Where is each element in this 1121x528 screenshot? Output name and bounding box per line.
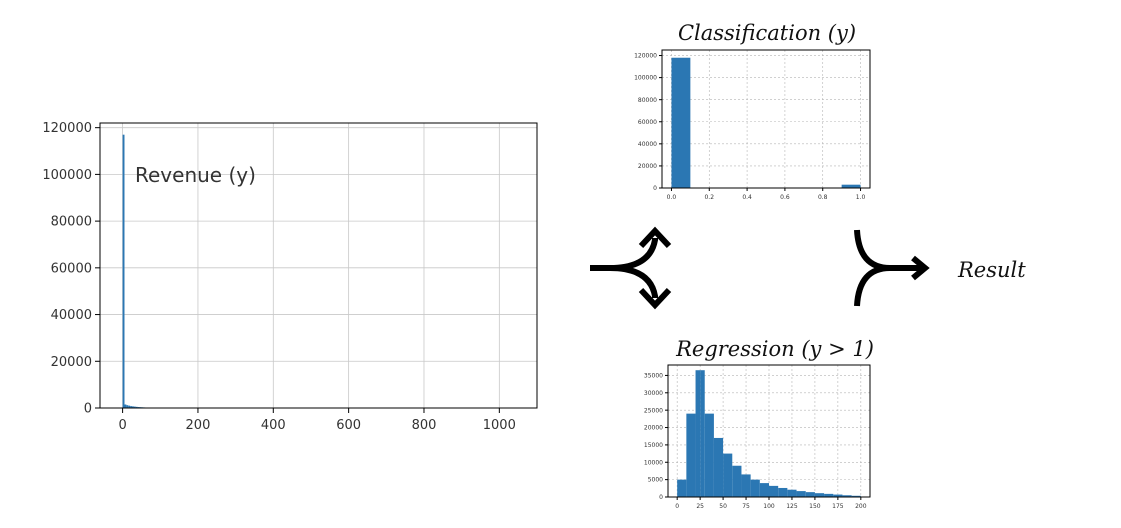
revenue-xtick-label: 800 (412, 418, 437, 433)
revenue-bar (122, 134, 125, 408)
classification-ytick-label: 60000 (638, 119, 657, 126)
regression-ytick-label: 5000 (648, 477, 663, 484)
classification-ytick-label: 40000 (638, 141, 657, 148)
revenue-annotation: Revenue (y) (135, 163, 256, 187)
regression-xtick-label: 150 (809, 503, 821, 510)
regression-bar (741, 474, 751, 497)
regression-bar (700, 370, 705, 497)
revenue-ytick-label: 0 (84, 402, 92, 417)
regression-ytick-label: 30000 (644, 390, 663, 397)
regression-bar (833, 494, 843, 497)
revenue-xtick-label: 200 (186, 418, 211, 433)
regression-bar (796, 491, 806, 497)
regression-ytick-label: 35000 (644, 373, 663, 380)
classification-ytick-label: 0 (653, 185, 657, 192)
revenue-ytick-label: 100000 (42, 168, 92, 183)
revenue-xtick-label: 0 (118, 418, 126, 433)
classification-ytick-label: 20000 (638, 163, 657, 170)
classification-xtick-label: 1.0 (856, 194, 866, 201)
regression-bar (695, 370, 701, 497)
revenue-ytick-label: 40000 (51, 308, 92, 323)
regression-xtick-label: 0 (675, 503, 679, 510)
revenue-bar (130, 406, 133, 408)
regression-bar (713, 437, 724, 497)
revenue-grid (100, 123, 537, 408)
classification-title: Classification (y) (678, 21, 856, 45)
regression-bar (805, 492, 815, 497)
classification-xtick-label: 0.0 (667, 194, 677, 201)
regression-histogram: 0 25 50 75 100 125 150 175 200 0 5000 10000 15000 200… (644, 364, 871, 510)
regression-bar (759, 483, 769, 497)
revenue-bar (126, 405, 129, 408)
revenue-axes-frame (99, 122, 538, 409)
classification-xtick-label: 0.6 (780, 194, 790, 201)
regression-bar (750, 479, 760, 497)
classification-ytick-label: 100000 (634, 75, 657, 82)
revenue-bar (128, 405, 131, 408)
revenue-bar (132, 406, 134, 408)
regression-xtick-label: 175 (832, 503, 844, 510)
revenue-ytick-label: 120000 (42, 121, 92, 136)
regression-bar (677, 479, 687, 497)
regression-bar (778, 487, 788, 497)
classification-bar (671, 57, 691, 189)
regression-ytick-label: 0 (659, 494, 663, 501)
regression-bar (769, 485, 779, 497)
regression-bar (814, 493, 825, 497)
classification-ytick-label: 120000 (634, 53, 657, 60)
regression-ytick-label: 15000 (644, 442, 663, 449)
merge-arrow-icon (854, 229, 930, 307)
revenue-bar (124, 404, 127, 408)
classification-xtick-label: 0.8 (818, 194, 828, 201)
revenue-xtick-label: 400 (261, 418, 286, 433)
regression-bar (851, 495, 861, 497)
regression-xtick-label: 75 (742, 503, 750, 510)
classification-ytick-label: 80000 (638, 97, 657, 104)
classification-xtick-label: 0.4 (742, 194, 752, 201)
regression-bar (732, 465, 742, 497)
regression-bar (787, 489, 797, 497)
regression-bar (842, 495, 852, 497)
revenue-ytick-label: 20000 (51, 355, 92, 370)
classification-xtick-label: 0.2 (704, 194, 714, 201)
classification-axes-frame (661, 49, 871, 189)
revenue-xtick-label: 600 (336, 418, 361, 433)
revenue-bar (135, 406, 138, 408)
classification-grid (662, 50, 870, 188)
regression-xtick-label: 125 (786, 503, 798, 510)
regression-bar (824, 493, 834, 497)
classification-bar (841, 184, 861, 188)
result-label: Result (957, 258, 1026, 282)
revenue-xtick-label: 1000 (483, 418, 516, 433)
regression-bar (723, 453, 733, 497)
regression-ytick-label: 20000 (644, 425, 663, 432)
regression-ytick-label: 25000 (644, 407, 663, 414)
regression-title: Regression (y > 1) (675, 337, 874, 361)
regression-bar (704, 413, 714, 497)
split-arrow-icon (590, 226, 672, 310)
regression-xtick-label: 50 (719, 503, 727, 510)
regression-xtick-label: 200 (855, 503, 867, 510)
classification-histogram: 0.0 0.2 0.4 0.6 0.8 1.0 0 20000 40000 60000 80000 1… (634, 49, 871, 201)
revenue-ytick-label: 60000 (51, 261, 92, 276)
revenue-bar (133, 406, 136, 408)
regression-xtick-label: 25 (696, 503, 704, 510)
regression-ytick-label: 10000 (644, 459, 663, 466)
revenue-histogram: 0 200 400 600 800 1000 0 20000 40000 60000 80000 10… (42, 121, 538, 433)
revenue-ytick-label: 80000 (51, 215, 92, 230)
regression-bar (686, 413, 696, 497)
regression-xtick-label: 100 (763, 503, 775, 510)
